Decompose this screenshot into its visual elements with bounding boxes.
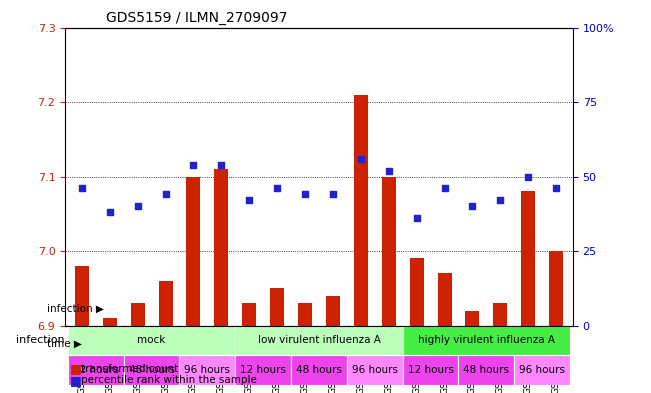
Bar — [214, 169, 229, 325]
Text: percentile rank within the sample: percentile rank within the sample — [81, 375, 257, 386]
Text: transformed count: transformed count — [81, 364, 178, 374]
Text: time ▶: time ▶ — [47, 339, 82, 349]
Text: 12 hours: 12 hours — [73, 365, 118, 375]
Bar — [159, 281, 173, 325]
Bar — [103, 318, 117, 325]
Bar — [549, 251, 563, 325]
Bar — [242, 303, 256, 325]
Text: GDS5159 / ILMN_2709097: GDS5159 / ILMN_2709097 — [105, 11, 287, 25]
Bar — [437, 274, 452, 325]
Bar — [354, 95, 368, 325]
Text: low virulent influenza A: low virulent influenza A — [258, 336, 380, 345]
Point — [523, 173, 533, 180]
Bar — [291, 355, 347, 385]
Bar — [235, 355, 291, 385]
Bar — [68, 325, 235, 355]
Bar — [131, 303, 145, 325]
Bar — [326, 296, 340, 325]
Text: 12 hours: 12 hours — [240, 365, 286, 375]
Text: infection: infection — [16, 336, 64, 345]
Text: highly virulent influenza A: highly virulent influenza A — [418, 336, 555, 345]
Bar — [124, 355, 180, 385]
Point — [467, 203, 478, 209]
Point — [272, 185, 283, 191]
Point — [355, 156, 366, 162]
Bar — [381, 176, 396, 325]
Point — [244, 197, 255, 204]
Point — [439, 185, 450, 191]
Point — [160, 191, 171, 198]
Bar — [75, 266, 89, 325]
Text: ■: ■ — [70, 362, 82, 375]
Bar — [458, 355, 514, 385]
Point — [300, 191, 311, 198]
Point — [411, 215, 422, 221]
Text: ■: ■ — [70, 374, 82, 387]
Bar — [180, 355, 235, 385]
Text: mock: mock — [137, 336, 166, 345]
Bar — [403, 325, 570, 355]
Point — [77, 185, 87, 191]
Text: 48 hours: 48 hours — [129, 365, 174, 375]
Bar — [493, 303, 507, 325]
Text: infection ▶: infection ▶ — [47, 303, 104, 314]
Point — [216, 162, 227, 168]
Bar — [521, 191, 535, 325]
Point — [551, 185, 561, 191]
Bar — [298, 303, 312, 325]
Text: 96 hours: 96 hours — [352, 365, 398, 375]
Point — [327, 191, 338, 198]
Bar — [186, 176, 201, 325]
Bar — [68, 355, 124, 385]
Point — [105, 209, 115, 215]
Bar — [235, 325, 403, 355]
Text: 96 hours: 96 hours — [519, 365, 565, 375]
Text: 48 hours: 48 hours — [464, 365, 509, 375]
Text: 96 hours: 96 hours — [184, 365, 230, 375]
Point — [188, 162, 199, 168]
Text: 12 hours: 12 hours — [408, 365, 454, 375]
Bar — [270, 288, 284, 325]
Bar — [403, 355, 458, 385]
Point — [132, 203, 143, 209]
Bar — [514, 355, 570, 385]
Point — [383, 167, 394, 174]
Point — [495, 197, 506, 204]
Bar — [347, 355, 403, 385]
Bar — [409, 259, 424, 325]
Bar — [465, 310, 479, 325]
Text: 48 hours: 48 hours — [296, 365, 342, 375]
